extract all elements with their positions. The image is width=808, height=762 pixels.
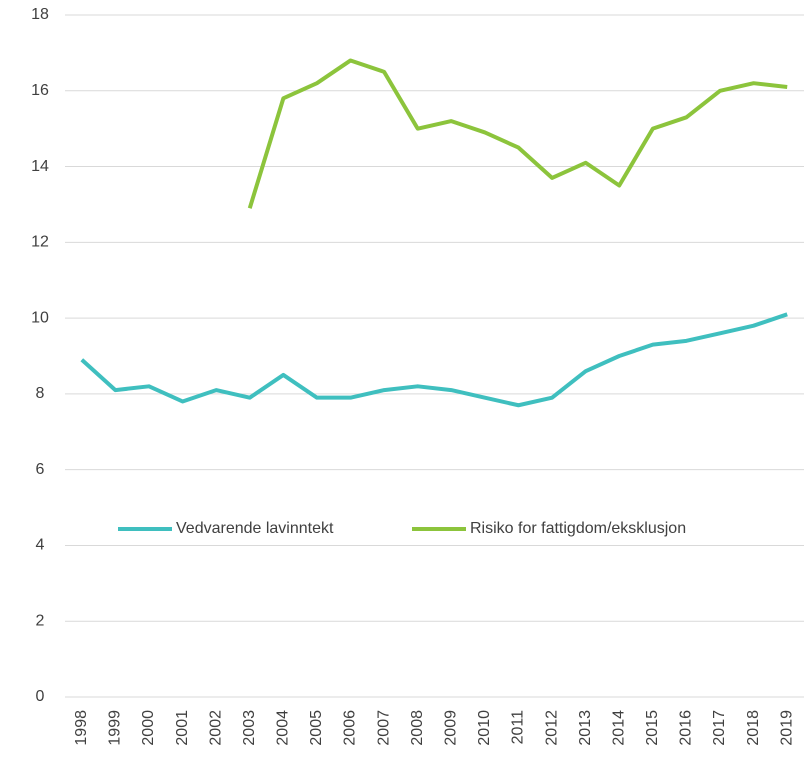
x-tick-label: 1999: [107, 710, 124, 746]
x-tick-label: 2019: [778, 710, 795, 746]
x-tick-label: 2009: [443, 710, 460, 746]
series-line: [80, 312, 788, 408]
x-tick-label: 2013: [577, 710, 594, 746]
y-tick-label: 6: [36, 461, 45, 478]
x-tick-label: 2011: [510, 710, 527, 745]
y-tick-label: 18: [31, 6, 49, 23]
x-tick-label: 2001: [174, 710, 191, 746]
x-tick-label: 2010: [476, 710, 493, 746]
legend-label: Vedvarende lavinntekt: [176, 520, 334, 537]
x-tick-label: 2012: [543, 710, 560, 746]
x-tick-label: 2007: [375, 710, 392, 746]
x-tick-label: 2017: [711, 710, 728, 746]
y-tick-label: 0: [36, 688, 45, 705]
y-tick-label: 12: [31, 234, 49, 251]
y-tick-label: 10: [31, 309, 49, 326]
y-tick-label: 14: [31, 158, 49, 175]
y-tick-label: 4: [36, 537, 45, 554]
x-tick-label: 2014: [610, 710, 627, 746]
series-line: [247, 58, 788, 209]
y-tick-label: 16: [31, 82, 49, 99]
y-tick-label: 2: [36, 612, 45, 629]
x-tick-label: 2016: [678, 710, 695, 746]
x-tick-label: 2003: [241, 710, 258, 746]
x-tick-label: 1998: [73, 710, 90, 746]
x-tick-label: 2008: [409, 710, 426, 746]
x-tick-label: 2005: [308, 710, 325, 746]
x-tick-label: 2002: [207, 710, 224, 746]
x-tick-label: 2006: [342, 710, 359, 746]
x-tick-label: 2015: [644, 710, 661, 746]
x-tick-label: 2004: [275, 710, 292, 746]
y-tick-label: 8: [36, 385, 45, 402]
x-tick-label: 2018: [745, 710, 762, 746]
x-tick-label: 2000: [140, 710, 157, 746]
legend-label: Risiko for fattigdom/eksklusjon: [470, 520, 686, 537]
